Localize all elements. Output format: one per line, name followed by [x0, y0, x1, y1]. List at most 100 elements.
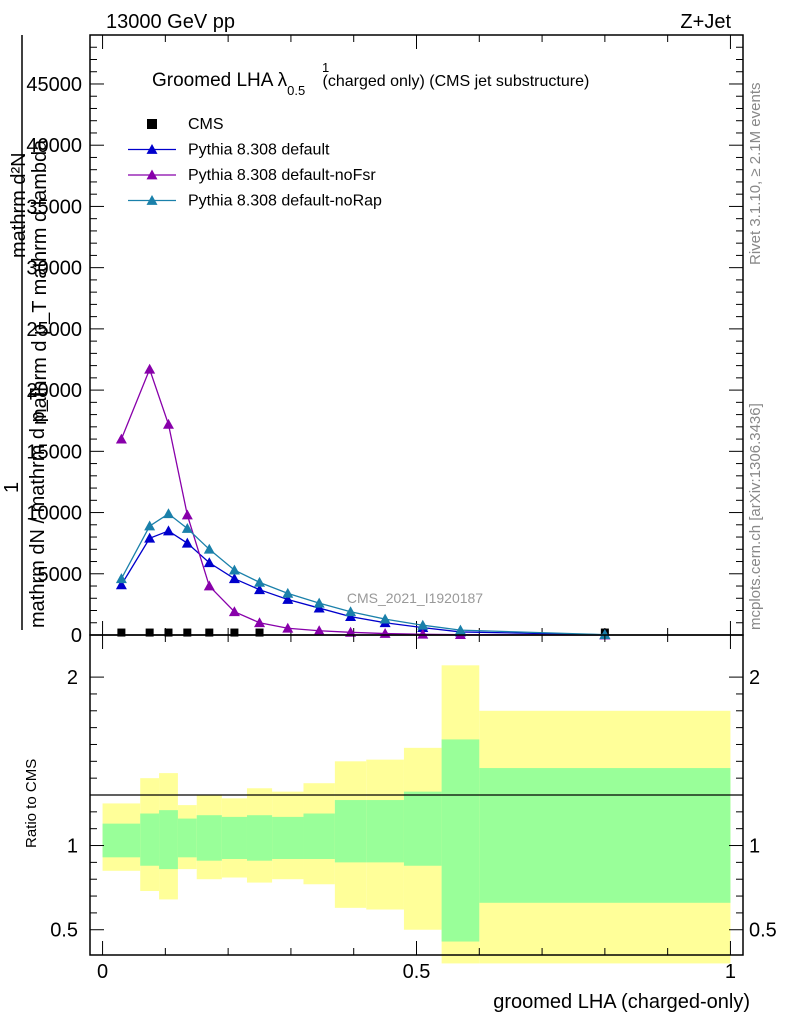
series-3-point — [282, 587, 294, 598]
ratio-x-axis: 0 0.5 1 — [97, 635, 736, 983]
series-2-point — [313, 625, 325, 636]
series-2-point — [345, 626, 357, 637]
series-1-point — [254, 584, 266, 595]
ratio-green-band — [159, 810, 178, 870]
ratio-y-tick-label: 2 — [67, 667, 78, 689]
series-3-point — [417, 619, 429, 630]
ratio-x-tick-label: 1 — [725, 961, 736, 983]
series-2-point — [115, 433, 127, 444]
main-y-axis: 0 5000 10000 15000 20000 25000 30000 35000 40000… — [26, 35, 743, 647]
series-0-point — [230, 628, 239, 637]
series-3-point — [203, 543, 215, 554]
ratio-green-band — [479, 768, 731, 903]
ratio-green-band — [221, 816, 247, 859]
series-0-point — [205, 628, 214, 637]
series-3-point — [144, 520, 156, 531]
series-2-point — [144, 363, 156, 374]
ylabel-mid: mathrm d p_T mathrm d lambda — [29, 139, 51, 425]
series-1-point — [282, 593, 294, 604]
main-y-tick-label: 45000 — [26, 74, 82, 96]
ratio-y-tick-label: 0.5 — [50, 920, 78, 942]
ratio-panel: 0.5 0.51 12 2 0 0.5 1 Ratio to CMS groomed LH… — [23, 634, 777, 1013]
ratio-green-band — [177, 818, 197, 858]
series-3-point — [254, 576, 266, 587]
legend-marker — [146, 195, 158, 205]
series-0-point — [183, 628, 192, 637]
series-3-point — [313, 597, 325, 608]
legend-label: Pythia 8.308 default — [188, 142, 330, 159]
series-3-point — [162, 508, 174, 519]
ratio-green-band — [140, 813, 160, 866]
series-3-point — [345, 606, 357, 617]
series-3-line — [120, 512, 605, 636]
series-1-point — [144, 532, 156, 543]
watermark: CMS_2021_I1920187 — [347, 590, 483, 606]
main-title-suffix: (charged only) (CMS jet substructure) — [323, 73, 590, 90]
ratio-y-tick-label-right: 2 — [749, 667, 760, 689]
series-3-point — [599, 629, 611, 640]
ratio-x-tick-label: 0.5 — [403, 961, 431, 983]
series-1-point — [203, 557, 215, 568]
main-y-tick-label: 5000 — [38, 564, 83, 586]
series-3-point — [115, 573, 127, 584]
ratio-x-tick-label: 0 — [97, 961, 108, 983]
side-label-rivet: Rivet 3.1.10, ≥ 2.1M events — [747, 83, 764, 266]
ratio-green-band — [102, 823, 141, 858]
legend: CMS Pythia 8.308 default Pythia 8.308 defa… — [128, 116, 382, 210]
series-1-point — [228, 573, 240, 584]
legend-marker — [146, 169, 158, 180]
ratio-y-tick-label-right: 1 — [749, 836, 760, 858]
series-3-point — [379, 613, 391, 624]
ratio-green-band — [403, 791, 442, 866]
ratio-green-band — [196, 815, 222, 861]
main-y-tick-label: 10000 — [26, 503, 82, 525]
ratio-green-band — [272, 816, 304, 859]
ratio-y-axis: 0.5 0.5 1 1 2 2 — [50, 667, 777, 942]
main-y-tick-label: 30000 — [26, 258, 82, 280]
main-title-text: Groomed LHA λ — [152, 70, 288, 91]
main-title: Groomed LHA λ0.5 (charged only) (CMS jet… — [152, 70, 589, 100]
ratio-green-band — [441, 739, 480, 942]
main-y-tick-label: 15000 — [26, 441, 82, 463]
main-title-sub: 0.5 — [287, 83, 305, 98]
series-0-point — [117, 628, 126, 637]
main-y-tick-label: 25000 — [26, 319, 82, 341]
series-2-point — [203, 580, 215, 591]
series-0-point — [255, 628, 264, 637]
series-2-point — [162, 418, 174, 429]
series-2-point — [181, 509, 193, 520]
ylabel-frac-num: 1 — [1, 482, 23, 493]
series-1-point — [162, 525, 174, 536]
xlabel: groomed LHA (charged-only) — [493, 991, 750, 1013]
header-left: 13000 GeV pp — [106, 11, 235, 33]
series-1-line — [120, 530, 605, 636]
ratio-green-band — [246, 815, 273, 861]
ratio-y-tick-label: 1 — [67, 836, 78, 858]
legend-marker — [147, 119, 157, 129]
series-3-point — [181, 522, 193, 533]
series-2-point — [228, 606, 240, 617]
main-y-label: mathrm d²N mathrm d p_T mathrm d lambda … — [1, 35, 51, 630]
side-label-mcplots: mcplots.cern.ch [arXiv:1306.3436] — [747, 403, 764, 630]
series-0-point — [145, 628, 154, 637]
ratio-green-band — [334, 800, 367, 863]
series-2-point — [417, 628, 429, 639]
ratio-green-band — [366, 800, 404, 863]
ratio-bands — [102, 665, 731, 964]
legend-label: CMS — [188, 116, 224, 133]
series-2-point — [254, 617, 266, 628]
ratio-y-tick-label-right: 0.5 — [749, 920, 777, 942]
series-2-point — [282, 622, 294, 633]
main-y-tick-label: 20000 — [26, 380, 82, 402]
main-y-tick-label: 35000 — [26, 196, 82, 218]
legend-label: Pythia 8.308 default-noRap — [188, 193, 382, 210]
main-series-group — [115, 363, 611, 640]
main-y-tick-label: 0 — [71, 625, 82, 647]
series-0-point — [164, 628, 173, 637]
ylabel-frac-den: mathrm dN / mathrm d p_T — [27, 388, 49, 628]
series-2-line — [120, 367, 605, 636]
main-y-tick-label: 40000 — [26, 135, 82, 157]
ylabel-top: mathrm d²N — [8, 152, 30, 258]
series-3-point — [228, 564, 240, 575]
